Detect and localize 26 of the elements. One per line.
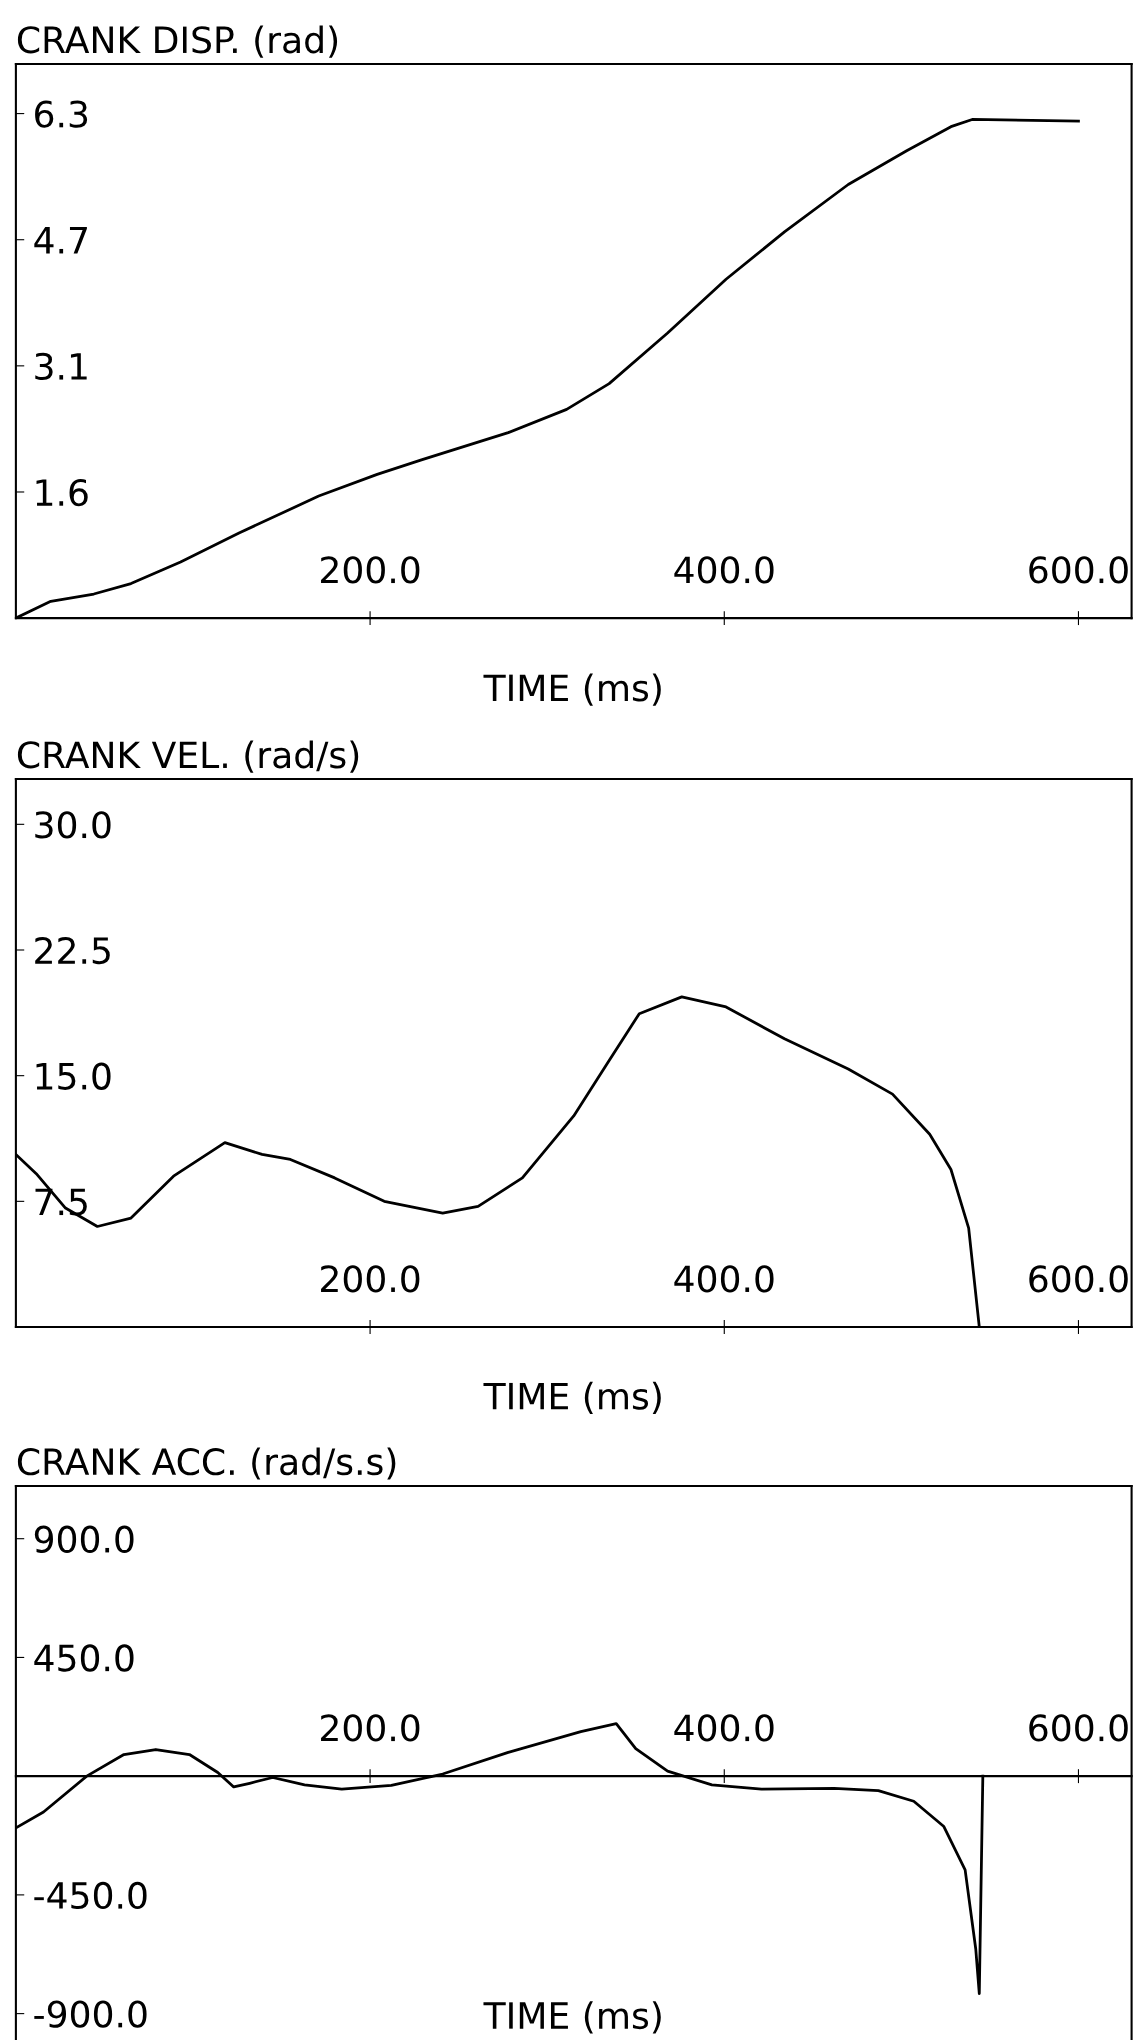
x-tick-label: 200.0	[321, 1265, 420, 1293]
y-tick-label: 1.6	[36, 478, 88, 507]
y-tick-label: -900.0	[34, 2000, 147, 2028]
x-axis-title: TIME (ms)	[483, 2001, 661, 2034]
y-tick-label: 6.3	[35, 100, 88, 128]
x-tick-label: 600.0	[1029, 556, 1128, 584]
y-tick-label: 30.0	[35, 811, 111, 839]
chart-title: CRANK DISP. (rad)	[17, 25, 338, 58]
x-tick-label: 400.0	[674, 1265, 774, 1293]
x-tick-label: 200.0	[321, 556, 420, 584]
y-tick-label: 15.0	[36, 1062, 111, 1090]
x-tick-label: 400.0	[674, 556, 774, 584]
x-axis-title: TIME (ms)	[483, 1381, 661, 1415]
y-tick-label: 4.7	[34, 227, 87, 254]
y-tick-label: 3.1	[35, 352, 87, 381]
x-tick-label: 600.0	[1029, 1714, 1128, 1742]
x-axis-title: TIME (ms)	[483, 673, 661, 706]
chart-title: CRANK VEL. (rad/s)	[17, 740, 359, 773]
y-tick-label: 900.0	[34, 1525, 134, 1553]
x-tick-label: 600.0	[1029, 1265, 1128, 1293]
y-tick-label: -450.0	[34, 1881, 147, 1910]
x-tick-label: 200.0	[321, 1714, 420, 1742]
x-tick-label: 400.0	[674, 1714, 774, 1742]
y-tick-label: 22.5	[35, 936, 110, 965]
chart-title: CRANK ACC. (rad/s.s)	[17, 1447, 396, 1480]
y-tick-label: 450.0	[34, 1644, 134, 1672]
